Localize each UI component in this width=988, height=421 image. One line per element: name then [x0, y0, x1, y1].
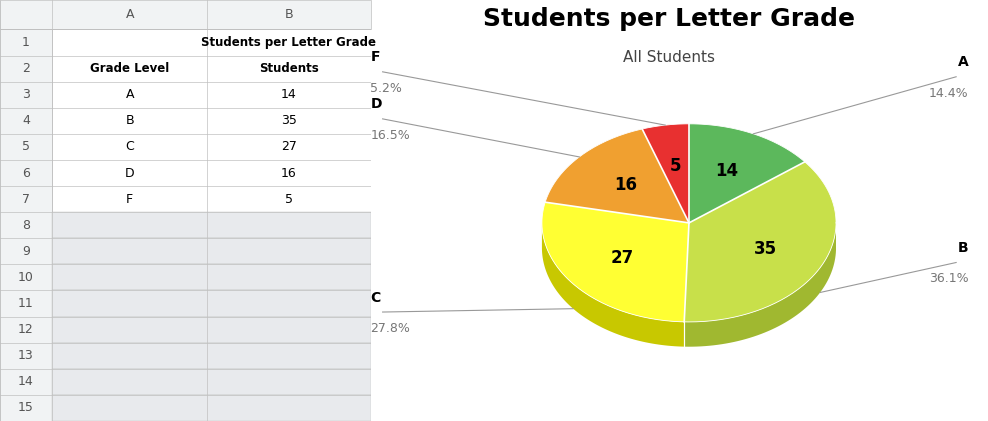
Text: 12: 12 — [18, 323, 34, 336]
Text: 5: 5 — [285, 193, 293, 205]
Text: F: F — [126, 193, 133, 205]
Polygon shape — [542, 202, 689, 322]
Text: 3: 3 — [22, 88, 30, 101]
Text: 6: 6 — [22, 167, 30, 179]
Text: 11: 11 — [18, 297, 34, 310]
Polygon shape — [685, 162, 836, 322]
Text: 14: 14 — [282, 88, 296, 101]
Bar — [51, 238, 370, 264]
Text: A: A — [957, 55, 968, 69]
Text: 27: 27 — [281, 141, 297, 153]
Text: 35: 35 — [754, 240, 777, 258]
Text: 27: 27 — [611, 249, 633, 267]
Text: Students per Letter Grade: Students per Letter Grade — [202, 36, 376, 49]
Text: 4: 4 — [22, 115, 30, 127]
Text: 15: 15 — [18, 402, 34, 414]
Text: C: C — [370, 290, 380, 305]
Text: B: B — [125, 115, 134, 127]
Bar — [51, 264, 370, 290]
Text: B: B — [957, 241, 968, 255]
Text: 14: 14 — [18, 376, 34, 388]
Text: B: B — [285, 8, 293, 21]
Bar — [0, 29, 51, 421]
Text: C: C — [125, 141, 134, 153]
Bar — [51, 369, 370, 395]
Text: F: F — [370, 51, 379, 64]
Bar — [51, 29, 370, 421]
Text: 5: 5 — [22, 141, 30, 153]
Polygon shape — [545, 129, 689, 223]
Text: 5.2%: 5.2% — [370, 82, 402, 95]
Text: D: D — [370, 97, 381, 112]
Polygon shape — [642, 124, 689, 223]
Text: 10: 10 — [18, 271, 34, 284]
Bar — [0, 0, 370, 29]
Text: 8: 8 — [22, 219, 30, 232]
Text: A: A — [125, 88, 134, 101]
Text: 14.4%: 14.4% — [929, 87, 968, 100]
Bar — [51, 317, 370, 343]
Text: 36.1%: 36.1% — [929, 272, 968, 285]
Text: 2: 2 — [22, 62, 30, 75]
Text: Grade Level: Grade Level — [90, 62, 169, 75]
Bar — [51, 395, 370, 421]
Text: 9: 9 — [22, 245, 30, 258]
Text: D: D — [124, 167, 134, 179]
Bar — [51, 290, 370, 317]
Bar — [51, 343, 370, 369]
Text: 14: 14 — [714, 162, 738, 180]
Text: 5: 5 — [670, 157, 681, 175]
Bar — [51, 212, 370, 238]
Text: 16: 16 — [282, 167, 296, 179]
Text: 27.8%: 27.8% — [370, 322, 410, 335]
Text: 16: 16 — [614, 176, 637, 194]
Polygon shape — [689, 124, 805, 223]
Polygon shape — [685, 225, 836, 347]
Text: 16.5%: 16.5% — [370, 129, 410, 142]
Text: All Students: All Students — [623, 50, 715, 64]
Text: 1: 1 — [22, 36, 30, 49]
Text: 35: 35 — [281, 115, 297, 127]
Text: Students per Letter Grade: Students per Letter Grade — [483, 8, 856, 32]
Text: 7: 7 — [22, 193, 30, 205]
Text: A: A — [125, 8, 134, 21]
Text: 13: 13 — [18, 349, 34, 362]
Text: Students: Students — [259, 62, 319, 75]
Polygon shape — [542, 224, 685, 346]
